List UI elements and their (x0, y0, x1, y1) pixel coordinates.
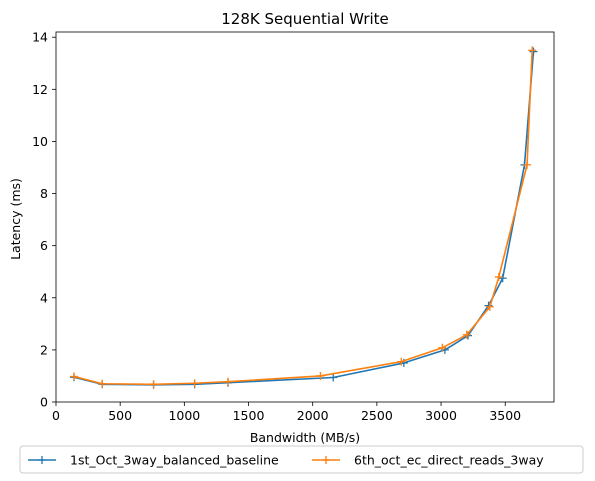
legend-entry: 1st_Oct_3way_balanced_baseline (28, 453, 279, 468)
data-point (498, 274, 507, 283)
data-point (529, 47, 538, 56)
axes-frame (55, 31, 555, 403)
y-tick-label: 14 (32, 30, 48, 45)
x-tick-label: 2000 (297, 408, 329, 423)
y-tick-label: 8 (40, 186, 48, 201)
data-point (316, 371, 325, 380)
data-point (149, 380, 158, 389)
x-tick-label: 2500 (361, 408, 393, 423)
legend-entry: 6th_oct_ec_direct_reads_3way (312, 453, 544, 468)
data-point (462, 330, 471, 339)
x-axis-label: Bandwidth (MB/s) (250, 430, 360, 445)
y-tick-label: 0 (40, 395, 48, 410)
legend-label: 6th_oct_ec_direct_reads_3way (354, 453, 544, 468)
y-tick-label: 10 (32, 134, 48, 149)
x-tick-label: 1500 (233, 408, 265, 423)
legend-box (19, 445, 584, 474)
data-point (438, 343, 447, 352)
data-point (190, 379, 199, 388)
y-tick-label: 4 (40, 290, 48, 305)
x-tick-label: 3500 (489, 408, 521, 423)
y-tick-label: 2 (40, 342, 48, 357)
y-axis-label: Latency (ms) (8, 178, 23, 260)
data-point (528, 46, 537, 55)
data-point (329, 373, 338, 382)
data-point (523, 160, 532, 169)
x-tick-label: 3000 (425, 408, 457, 423)
data-point (69, 372, 78, 381)
data-point (397, 357, 406, 366)
x-tick-label: 0 (52, 408, 60, 423)
data-point (223, 377, 232, 386)
y-tick-label: 12 (32, 82, 48, 97)
legend-label: 1st_Oct_3way_balanced_baseline (70, 453, 279, 468)
x-tick-label: 500 (108, 408, 132, 423)
chart-title: 128K Sequential Write (221, 10, 389, 28)
data-point (485, 302, 494, 311)
data-point (494, 272, 503, 281)
x-tick-label: 1000 (168, 408, 200, 423)
data-point (98, 379, 107, 388)
chart-legend: 1st_Oct_3way_balanced_baseline 6th_oct_ec… (19, 445, 584, 474)
y-tick-label: 6 (40, 238, 48, 253)
legend-marker (322, 456, 330, 464)
legend-marker (38, 456, 46, 464)
plot-area: 0 500 1000 1500 2000 2500 3000 3500 0 2 4 6 8 10 12 14 (32, 30, 555, 423)
series-2 (69, 46, 537, 389)
